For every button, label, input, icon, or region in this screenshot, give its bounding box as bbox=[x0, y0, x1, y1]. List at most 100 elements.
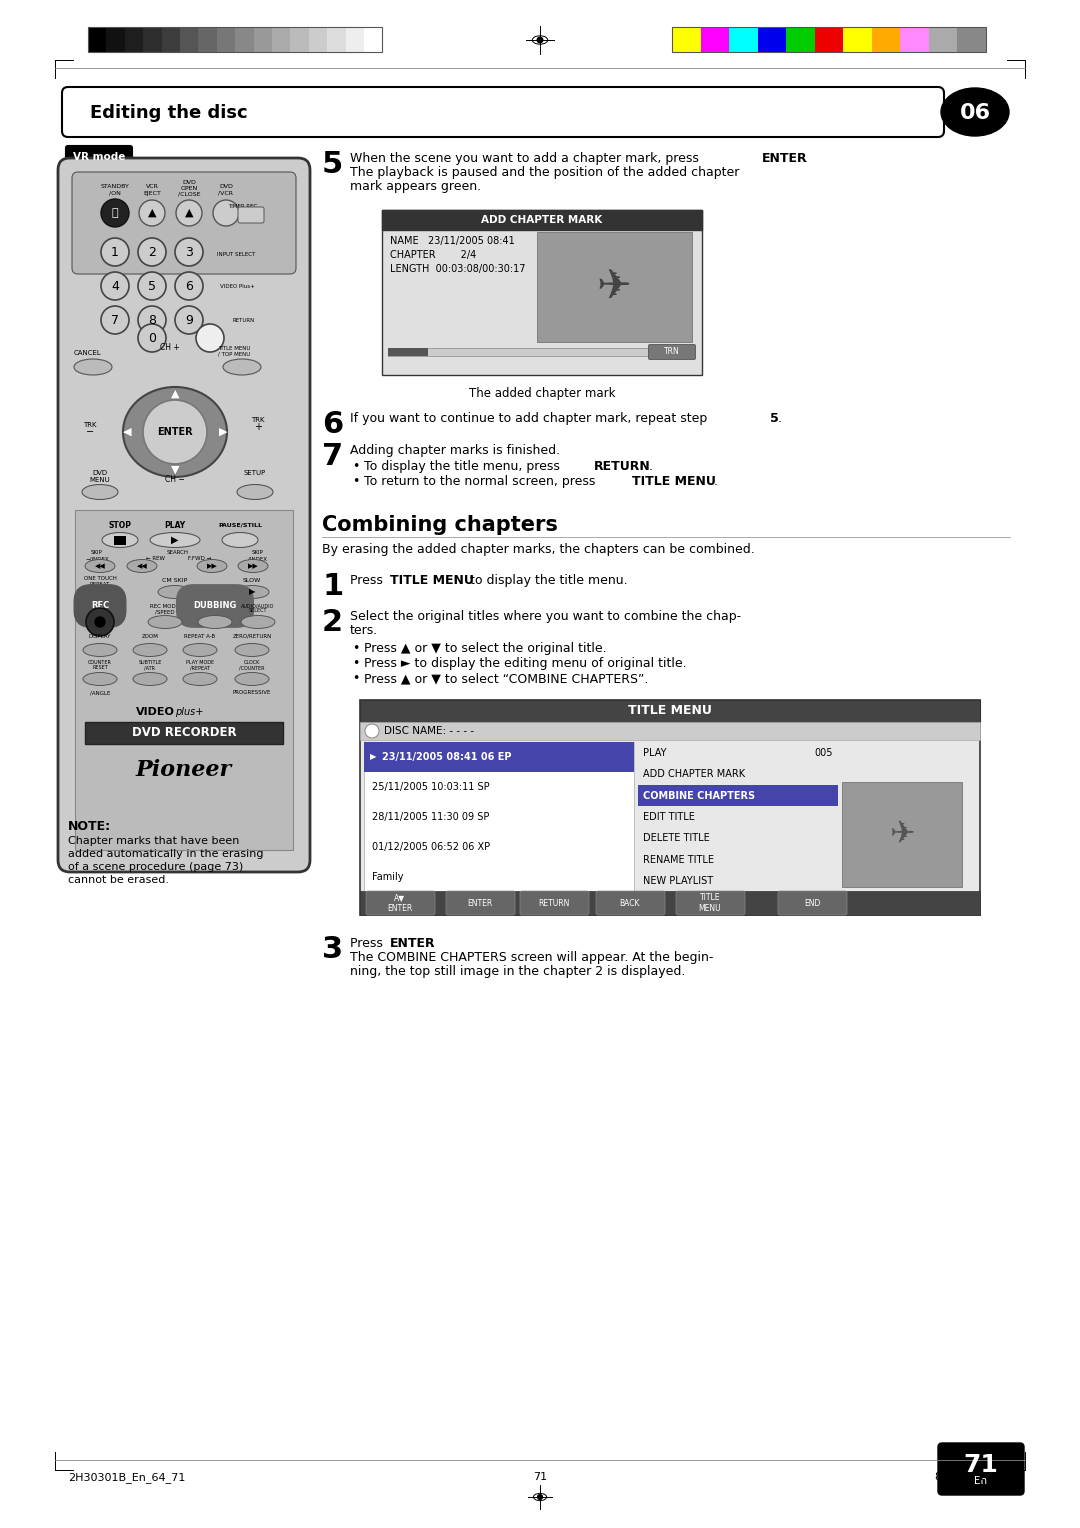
Text: The playback is paused and the position of the added chapter: The playback is paused and the position … bbox=[350, 167, 740, 179]
Text: ADD CHAPTER MARK: ADD CHAPTER MARK bbox=[643, 769, 745, 779]
Text: 71: 71 bbox=[532, 1471, 548, 1482]
Text: END: END bbox=[804, 898, 820, 908]
Text: •: • bbox=[352, 475, 360, 487]
Text: Family: Family bbox=[372, 872, 404, 882]
Text: If you want to continue to add chapter mark, repeat step: If you want to continue to add chapter m… bbox=[350, 413, 712, 425]
Text: DISC NAME: - - - -: DISC NAME: - - - - bbox=[384, 726, 474, 736]
Text: TITLE MENU: TITLE MENU bbox=[390, 575, 474, 587]
Ellipse shape bbox=[941, 89, 1009, 136]
Circle shape bbox=[213, 200, 239, 226]
Text: Combining chapters: Combining chapters bbox=[322, 515, 558, 535]
Text: OPEN: OPEN bbox=[180, 185, 198, 191]
Text: ▶: ▶ bbox=[248, 587, 255, 596]
Ellipse shape bbox=[133, 672, 167, 686]
Text: CH −: CH − bbox=[165, 475, 185, 484]
Text: REC: REC bbox=[91, 602, 109, 611]
Text: Select the original titles where you want to combine the chap-: Select the original titles where you wan… bbox=[350, 610, 741, 623]
Text: NAME   23/11/2005 08:41: NAME 23/11/2005 08:41 bbox=[390, 235, 515, 246]
Text: 6: 6 bbox=[185, 280, 193, 292]
Text: / TOP MENU: / TOP MENU bbox=[218, 351, 251, 356]
Bar bbox=[360, 700, 980, 723]
FancyBboxPatch shape bbox=[72, 173, 296, 274]
Text: DUBBING: DUBBING bbox=[193, 602, 237, 611]
Bar bbox=[85, 723, 283, 744]
Text: ▶▶: ▶▶ bbox=[206, 562, 217, 568]
Circle shape bbox=[86, 608, 114, 636]
Text: TRN: TRN bbox=[664, 347, 680, 356]
Text: The COMBINE CHAPTERS screen will appear. At the begin-: The COMBINE CHAPTERS screen will appear.… bbox=[350, 950, 714, 964]
Ellipse shape bbox=[133, 643, 167, 657]
Circle shape bbox=[95, 617, 105, 626]
Text: SETUP: SETUP bbox=[244, 471, 266, 477]
FancyBboxPatch shape bbox=[778, 891, 847, 915]
FancyBboxPatch shape bbox=[648, 344, 696, 359]
Circle shape bbox=[102, 306, 129, 335]
FancyBboxPatch shape bbox=[596, 891, 665, 915]
Ellipse shape bbox=[102, 532, 138, 547]
Text: CM SKIP: CM SKIP bbox=[162, 579, 188, 584]
Ellipse shape bbox=[222, 359, 261, 374]
Text: CANCEL: CANCEL bbox=[75, 350, 102, 356]
Circle shape bbox=[175, 306, 203, 335]
Text: .: . bbox=[804, 151, 808, 165]
Text: ning, the top still image in the chapter 2 is displayed.: ning, the top still image in the chapter… bbox=[350, 966, 686, 978]
Text: ENTER: ENTER bbox=[158, 426, 193, 437]
Ellipse shape bbox=[148, 616, 183, 628]
Text: 2: 2 bbox=[148, 246, 156, 258]
Bar bbox=[254, 28, 272, 52]
Text: PAUSE/STILL: PAUSE/STILL bbox=[218, 523, 262, 527]
Bar bbox=[360, 700, 980, 915]
Text: To return to the normal screen, press: To return to the normal screen, press bbox=[364, 475, 599, 487]
Bar bbox=[537, 232, 692, 342]
Text: .: . bbox=[714, 475, 718, 487]
Ellipse shape bbox=[83, 672, 117, 686]
Text: RETURN: RETURN bbox=[233, 318, 255, 322]
Text: .: . bbox=[778, 413, 782, 425]
Text: ← REW: ← REW bbox=[146, 556, 164, 561]
Bar bbox=[360, 891, 980, 915]
Text: 28/11/2005 11:30 09 SP: 28/11/2005 11:30 09 SP bbox=[372, 811, 489, 822]
Text: ▲: ▲ bbox=[171, 390, 179, 399]
Ellipse shape bbox=[235, 643, 269, 657]
Text: LENGTH  00:03:08/00:30:17: LENGTH 00:03:08/00:30:17 bbox=[390, 264, 526, 274]
Text: CH +: CH + bbox=[160, 344, 180, 353]
FancyBboxPatch shape bbox=[238, 206, 264, 223]
Text: 1: 1 bbox=[111, 246, 119, 258]
Text: SKIP: SKIP bbox=[91, 550, 103, 556]
Text: DVD: DVD bbox=[219, 185, 233, 189]
Bar bbox=[199, 28, 217, 52]
Text: 2H30301B_En_64_71: 2H30301B_En_64_71 bbox=[68, 1471, 186, 1482]
Ellipse shape bbox=[183, 672, 217, 686]
Circle shape bbox=[102, 272, 129, 299]
Circle shape bbox=[537, 37, 543, 43]
Text: VIDEO: VIDEO bbox=[136, 707, 175, 717]
Text: ✈: ✈ bbox=[596, 266, 632, 309]
Text: TITLE MENU: TITLE MENU bbox=[218, 345, 251, 350]
Bar bbox=[701, 28, 729, 52]
Text: EJECT: EJECT bbox=[143, 191, 161, 196]
Text: 6: 6 bbox=[322, 410, 343, 439]
Text: SUBTITLE
/ATR: SUBTITLE /ATR bbox=[138, 660, 162, 671]
Text: AUDIO/AUDIO: AUDIO/AUDIO bbox=[241, 604, 274, 608]
Text: REPEAT: REPEAT bbox=[90, 582, 110, 587]
Text: 5: 5 bbox=[148, 280, 156, 292]
Text: Pioneer: Pioneer bbox=[136, 759, 232, 781]
Text: SLOW: SLOW bbox=[243, 579, 261, 584]
Bar bbox=[900, 28, 929, 52]
Bar bbox=[814, 28, 843, 52]
Text: STANDBY: STANDBY bbox=[100, 185, 130, 189]
Text: to display the title menu.: to display the title menu. bbox=[465, 575, 627, 587]
Text: TRK: TRK bbox=[252, 417, 265, 423]
Ellipse shape bbox=[238, 559, 268, 573]
Bar bbox=[638, 785, 838, 807]
Text: SELECT: SELECT bbox=[248, 608, 267, 614]
Bar bbox=[729, 28, 757, 52]
Bar bbox=[757, 28, 786, 52]
Text: COMBINE CHAPTERS: COMBINE CHAPTERS bbox=[643, 790, 755, 801]
Text: PLAY MODE
/REPEAT: PLAY MODE /REPEAT bbox=[186, 660, 214, 671]
Bar bbox=[114, 536, 126, 545]
Text: REC MODE: REC MODE bbox=[150, 604, 179, 608]
Text: Editing the disc: Editing the disc bbox=[90, 104, 247, 122]
Text: DVD: DVD bbox=[183, 179, 195, 185]
Ellipse shape bbox=[222, 532, 258, 547]
